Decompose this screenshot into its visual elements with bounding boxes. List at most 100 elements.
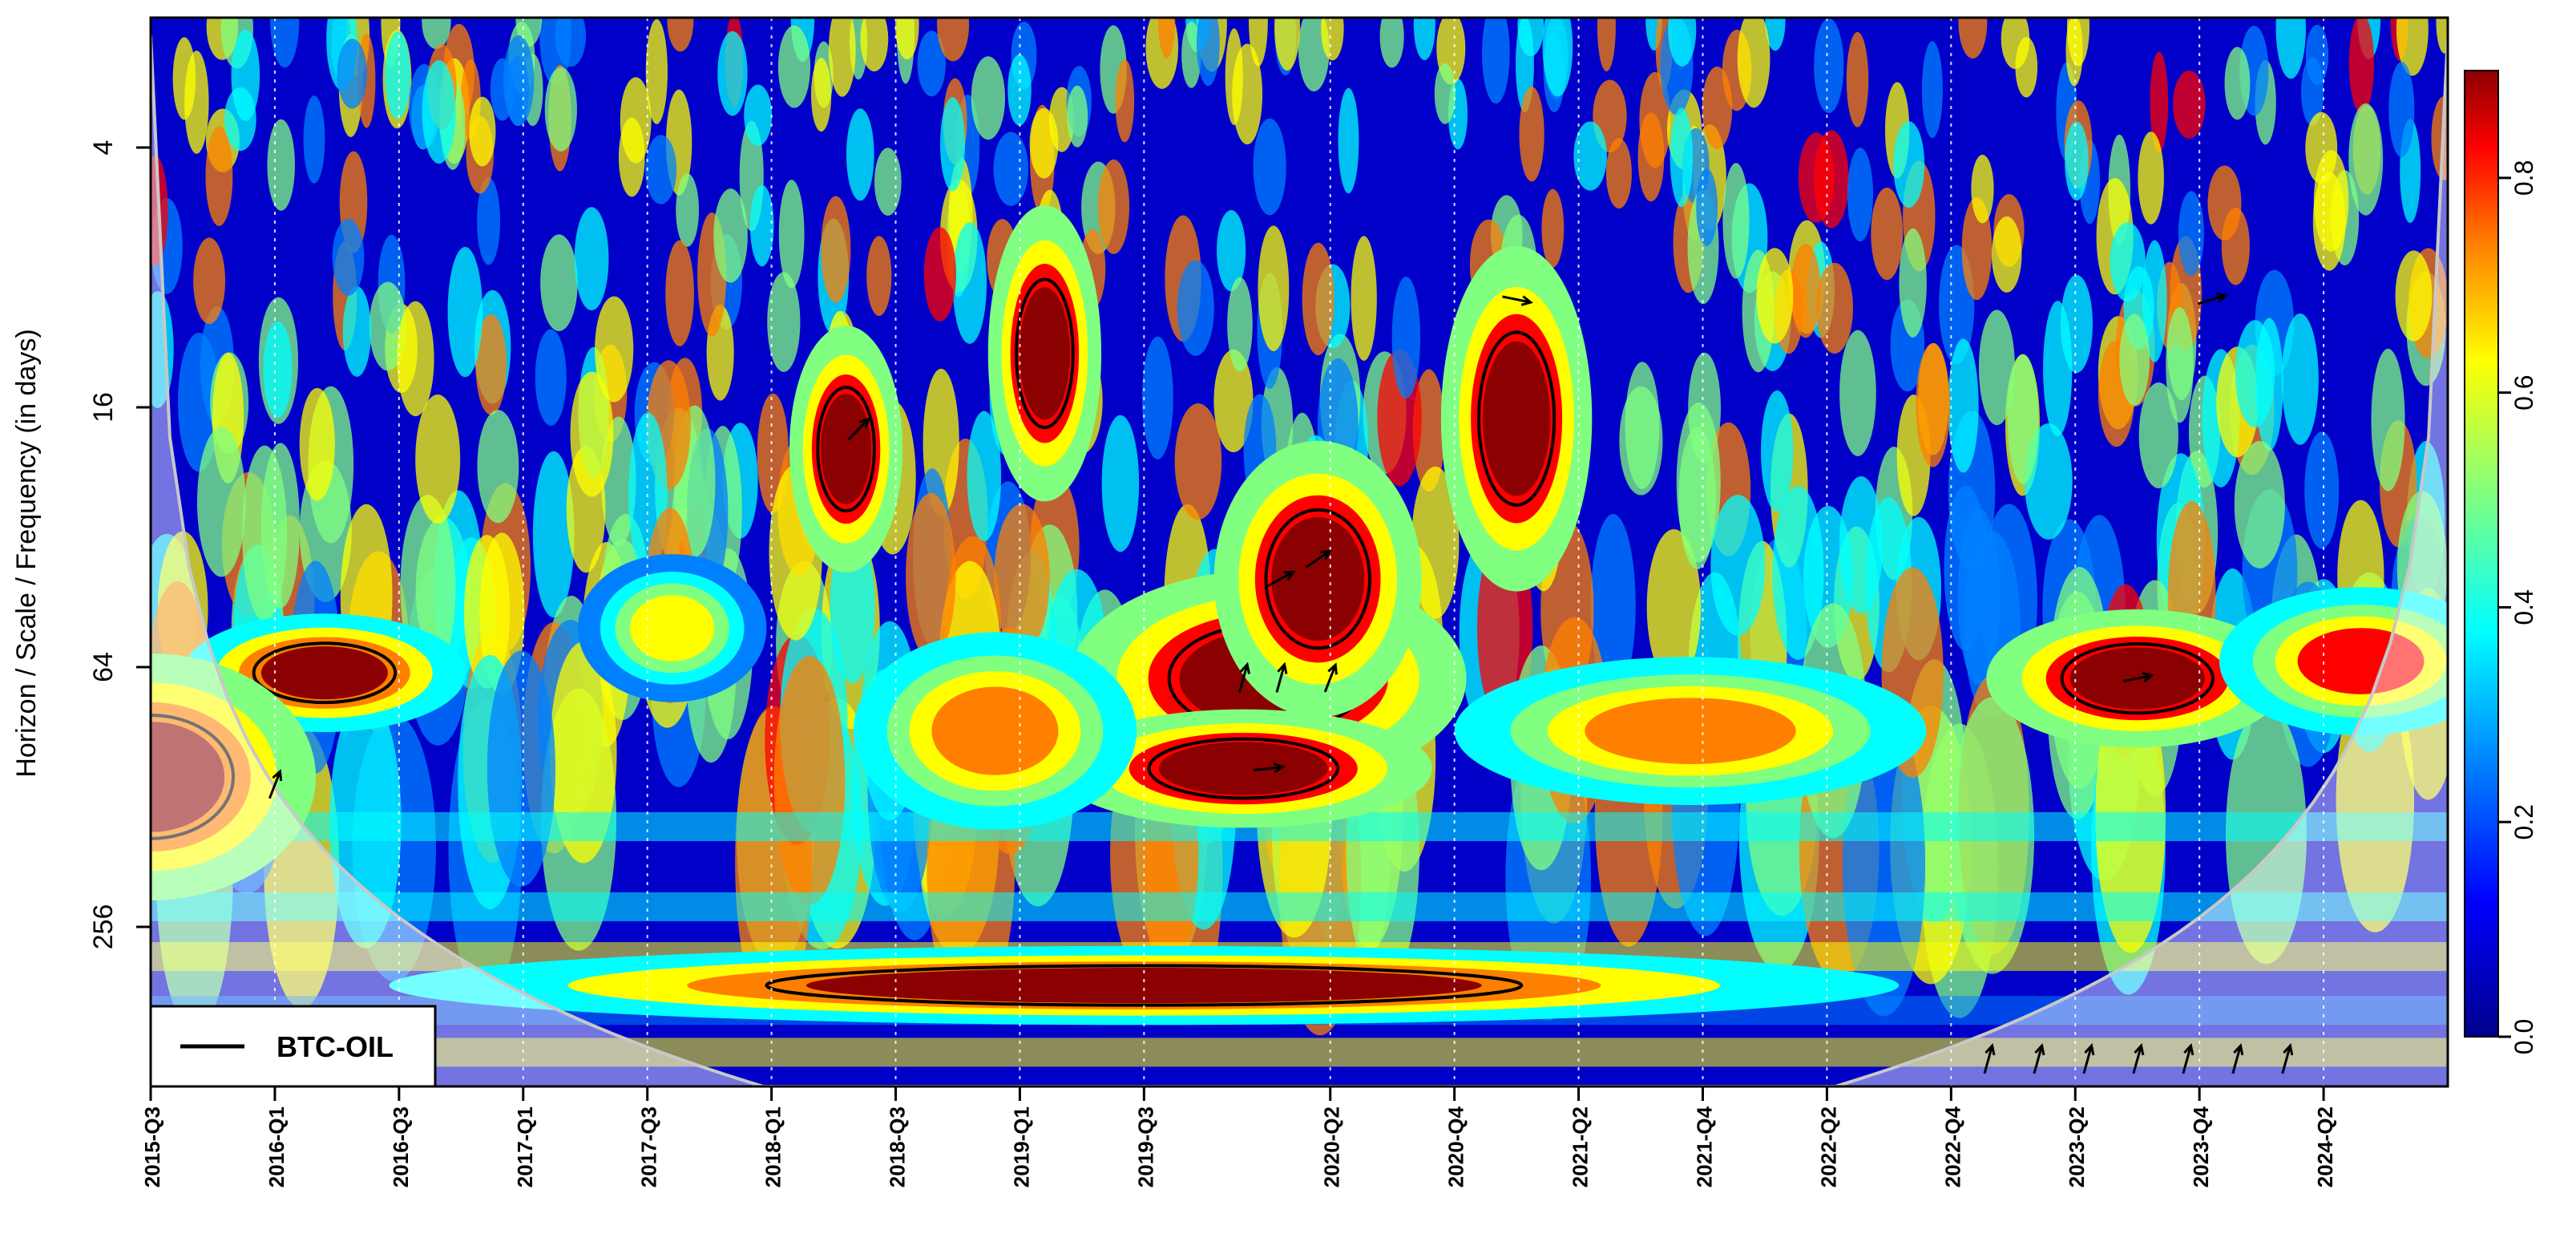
phase-arrow-head [1984, 1043, 1996, 1056]
heatmap-region [820, 394, 872, 504]
texture-blob [1232, 43, 1263, 145]
heatmap-region [1019, 287, 1071, 420]
texture-blob [1177, 260, 1214, 356]
y-tick-label: 64 [88, 652, 119, 682]
phase-arrow-head [2134, 1043, 2145, 1056]
phase-arrow [2182, 1045, 2192, 1074]
significance-contour [765, 964, 1524, 1007]
phase-arrow-head [1277, 661, 1288, 674]
texture-blob [2395, 250, 2433, 342]
texture-blob [1196, 18, 1220, 87]
x-tick-label: 2016-Q3 [389, 1106, 413, 1187]
y-tick-label: 256 [88, 904, 119, 950]
texture-blob [2065, 18, 2083, 87]
texture-blob [1696, 168, 1718, 246]
texture-blob [2150, 51, 2169, 152]
significance-contour [1264, 508, 1371, 650]
phase-arrow [1254, 766, 1283, 771]
phase-arrow [2082, 1045, 2093, 1074]
texture-blob [2065, 121, 2089, 201]
texture-blob [1670, 107, 1694, 208]
texture-blob [369, 281, 407, 371]
texture-blob [1174, 403, 1222, 520]
x-tick-label: 2021-Q4 [1692, 1106, 1716, 1187]
texture-blob [1893, 121, 1925, 208]
texture-blob [1921, 41, 1943, 139]
texture-blob [1413, 18, 1435, 61]
texture-blob [1274, 18, 1300, 71]
texture-blob [1791, 243, 1821, 338]
texture-blob [299, 387, 335, 501]
x-tick-label: 2017-Q3 [637, 1106, 661, 1187]
x-tick-label: 2020-Q4 [1444, 1106, 1468, 1187]
heatmap-region [1158, 742, 1328, 795]
phase-arrow [1267, 571, 1294, 588]
texture-blob [1839, 330, 1876, 457]
phase-arrow [1502, 295, 1532, 304]
phase-arrow-head [2142, 671, 2154, 683]
texture-blob [821, 196, 851, 303]
texture-blob [1482, 18, 1510, 104]
texture-blob [1029, 107, 1059, 179]
texture-blob [1573, 121, 1607, 191]
texture-blob [1158, 18, 1176, 59]
texture-blob [2138, 382, 2178, 489]
heatmap-regions [151, 205, 2448, 1026]
texture-blob [2173, 70, 2206, 139]
y-axis: 4 16 64 256 [88, 140, 151, 950]
texture-blob [937, 18, 970, 62]
phase-arrow-head [2215, 292, 2229, 303]
colorbar: 0.0 0.2 0.4 0.6 0.8 [2464, 70, 2538, 1054]
texture-blob [397, 301, 434, 417]
plot-area [151, 18, 2448, 1086]
texture-blob [2436, 18, 2448, 54]
texture-blob [1678, 427, 1716, 570]
texture-blob [917, 30, 946, 97]
texture-blob [2001, 18, 2030, 70]
texture-blob [1379, 18, 1404, 68]
plot-frame [149, 16, 2449, 1088]
texture-blob [1991, 216, 2022, 293]
x-tick-label: 2016-Q1 [264, 1106, 289, 1187]
texture-blob [2305, 111, 2338, 184]
texture-blob [263, 321, 293, 418]
texture-blob [1217, 210, 1246, 292]
texture-blob [667, 18, 694, 52]
texture-blob [270, 18, 300, 68]
significance-contour [252, 641, 398, 705]
texture-blob [994, 504, 1050, 653]
texture-blob [1772, 486, 1824, 660]
x-tick-label: 2022-Q2 [1816, 1106, 1840, 1187]
texture-blob [544, 67, 577, 152]
texture-blob [1702, 66, 1733, 149]
x-tick-label: 2017-Q1 [513, 1106, 537, 1187]
texture-blob [2007, 354, 2039, 484]
texture-blob [1646, 528, 1702, 685]
phase-arrow [1275, 664, 1286, 693]
texture-blob [1115, 59, 1135, 143]
texture-blob [1948, 338, 1979, 473]
texture-blob [490, 58, 515, 121]
texture-blob [267, 119, 295, 211]
texture-blob [828, 18, 856, 97]
phase-arrow [1238, 664, 1249, 693]
texture-blob [1710, 495, 1766, 636]
texture-blob [1961, 196, 1993, 301]
phase-arrow-head [2183, 1043, 2194, 1056]
phase-arrow [2132, 1045, 2142, 1074]
x-tick-label: 2019-Q3 [1133, 1106, 1157, 1187]
texture-blob [2348, 103, 2384, 216]
texture-blob [2388, 62, 2415, 158]
heatmap-region [260, 646, 388, 700]
texture-blob [1761, 390, 1794, 512]
texture-blob [2207, 165, 2242, 241]
texture-blob [477, 177, 500, 265]
texture-blob [1842, 710, 1926, 1017]
significance-contour [1015, 277, 1075, 430]
y-axis-label: Horizon / Scale / Frequency (in days) [11, 329, 42, 777]
texture-blob [1258, 225, 1290, 352]
texture-blob [971, 56, 1006, 140]
texture-blob [303, 95, 325, 184]
y-tick-label: 4 [88, 140, 119, 156]
